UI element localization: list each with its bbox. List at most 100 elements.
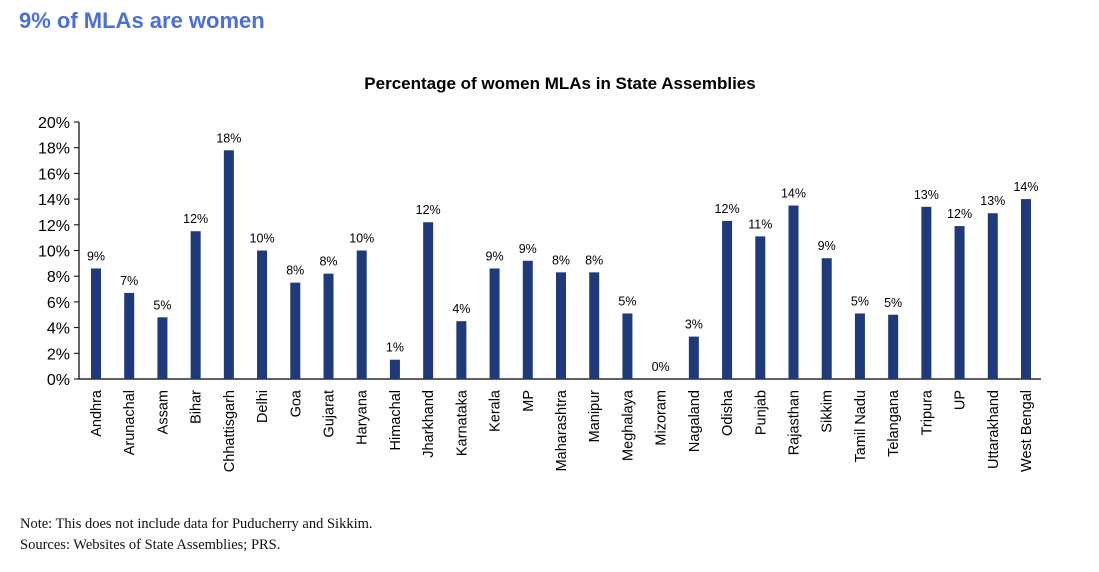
bar-delhi [257,250,268,379]
bar-karnataka [456,321,467,379]
data-label: 9% [519,242,537,256]
bar-rajasthan [788,205,799,379]
bar-bihar [190,231,201,379]
bar-tamil-nadu [854,313,865,379]
bar-meghalaya [622,313,633,379]
data-label: 9% [87,249,105,263]
data-label: 12% [715,202,740,216]
bar-telangana [888,314,899,379]
x-tick-label: Bihar [189,390,205,424]
bar-chart: Percentage of women MLAs in State Assemb… [38,74,1041,472]
note-text: Note: This does not include data for Pud… [20,516,373,532]
x-tick-label: Tamil Nadu [853,390,869,463]
x-tick-label: Haryana [355,389,371,445]
x-tick-label: Tripura [919,389,935,435]
x-tick-label: Sikkim [820,390,836,433]
x-tick-label: Meghalaya [620,389,636,461]
x-tick-label: Arunachal [122,390,138,455]
data-label: 5% [153,298,171,312]
data-label: 10% [250,232,275,246]
bar-goa [290,282,301,379]
bar-odisha [722,220,733,379]
y-tick-label: 14% [38,192,70,209]
bar-gujarat [323,273,334,379]
data-label: 1% [386,341,404,355]
data-label: 10% [349,232,374,246]
data-label: 13% [980,194,1005,208]
x-tick-label: Jharkhand [421,390,437,458]
y-tick-label: 18% [38,141,70,158]
x-tick-label: Odisha [720,389,736,436]
sources-text: Sources: Websites of State Assemblies; P… [20,537,281,553]
bar-maharashtra [556,272,566,379]
x-tick-label: Andhra [89,389,105,437]
bar-kerala [489,268,500,379]
x-tick-label: Rajasthan [787,390,803,455]
x-tick-label: Maharashtra [554,389,570,471]
bar-nagaland [688,336,699,379]
x-tick-label: Telangana [886,389,902,457]
bar-uttarakhand [987,213,998,379]
data-label: 14% [781,187,806,201]
data-label: 12% [947,207,972,221]
y-tick-label: 12% [38,218,70,235]
x-tick-label: Himachal [388,390,404,450]
data-label: 9% [818,239,836,253]
data-label: 11% [748,217,772,231]
data-label: 5% [618,294,636,308]
data-label: 8% [286,264,304,278]
data-label: 9% [486,249,504,263]
y-tick-label: 10% [38,244,70,261]
x-tick-label: Mizoram [654,390,670,446]
data-label: 8% [319,255,337,269]
data-label: 13% [914,188,939,202]
bar-assam [157,317,168,379]
x-tick-label: Delhi [255,390,271,423]
y-tick-label: 6% [47,295,70,312]
data-label: 7% [120,274,138,288]
bar-jharkhand [423,222,434,379]
x-tick-label: MP [521,390,537,412]
bar-tripura [921,206,932,379]
bar-mp [522,260,533,379]
bar-chhattisgarh [223,150,234,379]
x-tick-label: UP [953,390,969,410]
bar-haryana [356,250,367,379]
bar-west-bengal [1021,199,1031,379]
x-tick-label: Manipur [587,390,603,443]
bar-punjab [755,236,766,379]
headline: 9% of MLAs are women [19,8,265,33]
data-label: 4% [452,302,470,316]
data-label: 5% [851,294,869,308]
x-tick-label: Uttarakhand [986,390,1002,469]
data-label: 8% [585,253,603,267]
x-tick-label: Nagaland [687,390,703,452]
data-label: 3% [685,318,703,332]
y-tick-label: 4% [47,321,70,338]
chart-title: Percentage of women MLAs in State Assemb… [364,74,755,93]
data-label: 8% [552,253,570,267]
x-tick-label: West Bengal [1019,390,1035,472]
data-label: 18% [216,131,241,145]
bar-himachal [389,359,400,379]
data-label: 0% [652,360,670,374]
bar-sikkim [821,258,832,379]
x-tick-label: Punjab [753,390,769,435]
bar-andhra [91,268,101,379]
data-label: 14% [1013,180,1038,194]
x-tick-label: Kerala [488,389,504,432]
data-label: 5% [884,296,902,310]
bar-arunachal [124,292,135,379]
y-tick-label: 0% [47,372,70,389]
x-tick-label: Karnataka [454,389,470,456]
x-tick-label: Gujarat [322,390,338,438]
bar-up [954,226,965,379]
y-tick-label: 20% [38,115,70,132]
data-label: 12% [183,212,208,226]
data-label: 12% [416,203,441,217]
y-tick-label: 8% [47,269,70,286]
y-tick-label: 16% [38,166,70,183]
notes: Note: This does not include data for Pud… [20,514,373,556]
y-tick-label: 2% [47,346,70,363]
x-tick-label: Assam [155,390,171,434]
